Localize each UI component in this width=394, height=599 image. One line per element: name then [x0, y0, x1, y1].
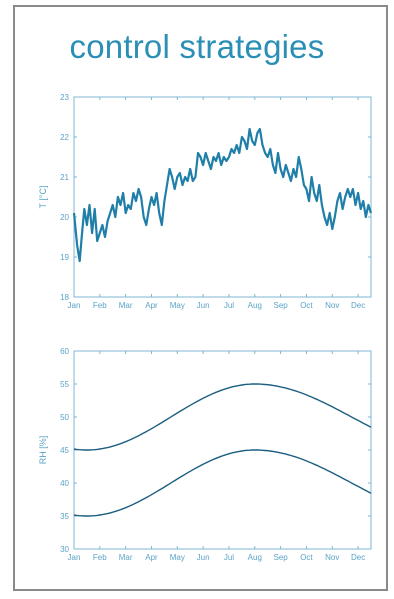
- x-tick-label-feb: Feb: [93, 301, 107, 310]
- x-tick-label-mar: Mar: [119, 553, 133, 562]
- y-tick-label: 20: [60, 213, 69, 222]
- x-tick-label-feb: Feb: [93, 553, 107, 562]
- y-axis-label: RH [%]: [38, 436, 48, 465]
- plot-area-1: [73, 96, 372, 298]
- x-tick-label-aug: Aug: [248, 553, 262, 562]
- y-tick-label: 55: [60, 380, 69, 389]
- x-tick-label-dec: Dec: [351, 301, 365, 310]
- x-tick-label-jun: Jun: [197, 301, 210, 310]
- x-tick-label-jan: Jan: [68, 301, 81, 310]
- x-tick-label-nov: Nov: [325, 553, 339, 562]
- plot-area-2: [73, 350, 372, 550]
- temperature-chart: 18 19 20 21 22 23 Jan Feb Mar Apr May Jun Jul Aug Sep O…: [38, 93, 373, 310]
- x-tick-label-aug: Aug: [248, 301, 262, 310]
- x-tick-label-dec: Dec: [351, 553, 365, 562]
- y-tick-label: 22: [60, 133, 69, 142]
- page-title: control strategies: [69, 28, 325, 65]
- x-tick-label-jan: Jan: [68, 553, 81, 562]
- x-tick-label-jul: Jul: [224, 301, 234, 310]
- y-axis-label: T [°C]: [38, 186, 48, 209]
- y-tick-label: 45: [60, 446, 69, 455]
- x-tick-label-nov: Nov: [325, 301, 339, 310]
- y-tick-label: 40: [60, 479, 69, 488]
- y-tick-label: 60: [60, 347, 69, 356]
- y-tick-label: 30: [60, 545, 69, 554]
- x-tick-label-jul: Jul: [224, 553, 234, 562]
- x-tick-label-may: May: [170, 301, 185, 310]
- x-tick-label-oct: Oct: [300, 301, 313, 310]
- x-tick-label-may: May: [170, 553, 185, 562]
- humidity-chart: 30 35 40 45 50 55 60 Jan Feb Mar Apr May Jun Jul Aug Se…: [38, 347, 372, 562]
- y-tick-label: 50: [60, 413, 69, 422]
- x-tick-label-jun: Jun: [197, 553, 210, 562]
- temperature-series-line: [72, 127, 373, 263]
- humidity-series-line-1: [73, 383, 372, 451]
- x-tick-label-apr: Apr: [145, 301, 158, 310]
- x-tick-label-oct: Oct: [300, 553, 313, 562]
- humidity-series-line-2: [73, 449, 372, 517]
- y-tick-label: 21: [60, 173, 69, 182]
- x-tick-label-apr: Apr: [145, 553, 158, 562]
- x-tick-label-sep: Sep: [273, 553, 288, 562]
- y-tick-label: 19: [60, 253, 69, 262]
- x-tick-label-mar: Mar: [119, 301, 133, 310]
- y-tick-label: 18: [60, 293, 69, 302]
- figure-frame: [13, 5, 388, 591]
- y-tick-label: 35: [60, 512, 69, 521]
- x-tick-label-sep: Sep: [273, 301, 288, 310]
- y-tick-label: 23: [60, 93, 69, 102]
